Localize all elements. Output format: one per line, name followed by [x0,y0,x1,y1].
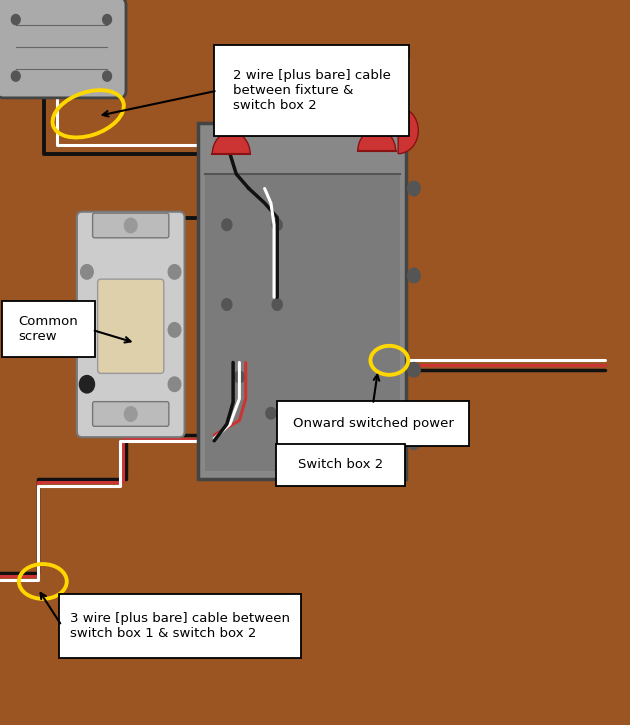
Circle shape [266,407,276,419]
FancyBboxPatch shape [198,123,406,478]
Wedge shape [398,107,418,154]
Circle shape [272,299,282,310]
FancyBboxPatch shape [98,279,164,373]
FancyBboxPatch shape [205,174,400,471]
Circle shape [168,323,181,337]
Circle shape [11,71,20,81]
Circle shape [222,219,232,231]
FancyBboxPatch shape [2,301,95,357]
Circle shape [103,71,112,81]
Text: 3 wire [plus bare] cable between
switch box 1 & switch box 2: 3 wire [plus bare] cable between switch … [70,612,290,639]
Text: Switch box 2: Switch box 2 [298,458,383,471]
Text: 2 wire [plus bare] cable
between fixture &
switch box 2: 2 wire [plus bare] cable between fixture… [233,69,391,112]
Circle shape [81,323,93,337]
Circle shape [408,362,420,377]
Text: Common
screw: Common screw [19,315,78,343]
Circle shape [125,407,137,421]
Circle shape [11,14,20,25]
Circle shape [125,218,137,233]
FancyBboxPatch shape [0,0,126,98]
Circle shape [408,181,420,196]
Circle shape [168,377,181,392]
Circle shape [81,377,93,392]
FancyBboxPatch shape [276,444,405,486]
Circle shape [79,376,94,393]
Circle shape [103,14,112,25]
Circle shape [168,265,181,279]
Circle shape [81,265,93,279]
FancyBboxPatch shape [77,212,185,437]
Text: Onward switched power: Onward switched power [293,417,454,430]
Circle shape [408,268,420,283]
Wedge shape [212,132,250,154]
Circle shape [272,219,282,231]
Circle shape [222,299,232,310]
Circle shape [408,435,420,450]
FancyBboxPatch shape [93,402,169,426]
FancyBboxPatch shape [93,213,169,238]
FancyBboxPatch shape [214,45,410,136]
FancyBboxPatch shape [277,401,469,446]
Wedge shape [358,129,396,151]
Circle shape [234,371,244,383]
FancyBboxPatch shape [59,594,301,658]
